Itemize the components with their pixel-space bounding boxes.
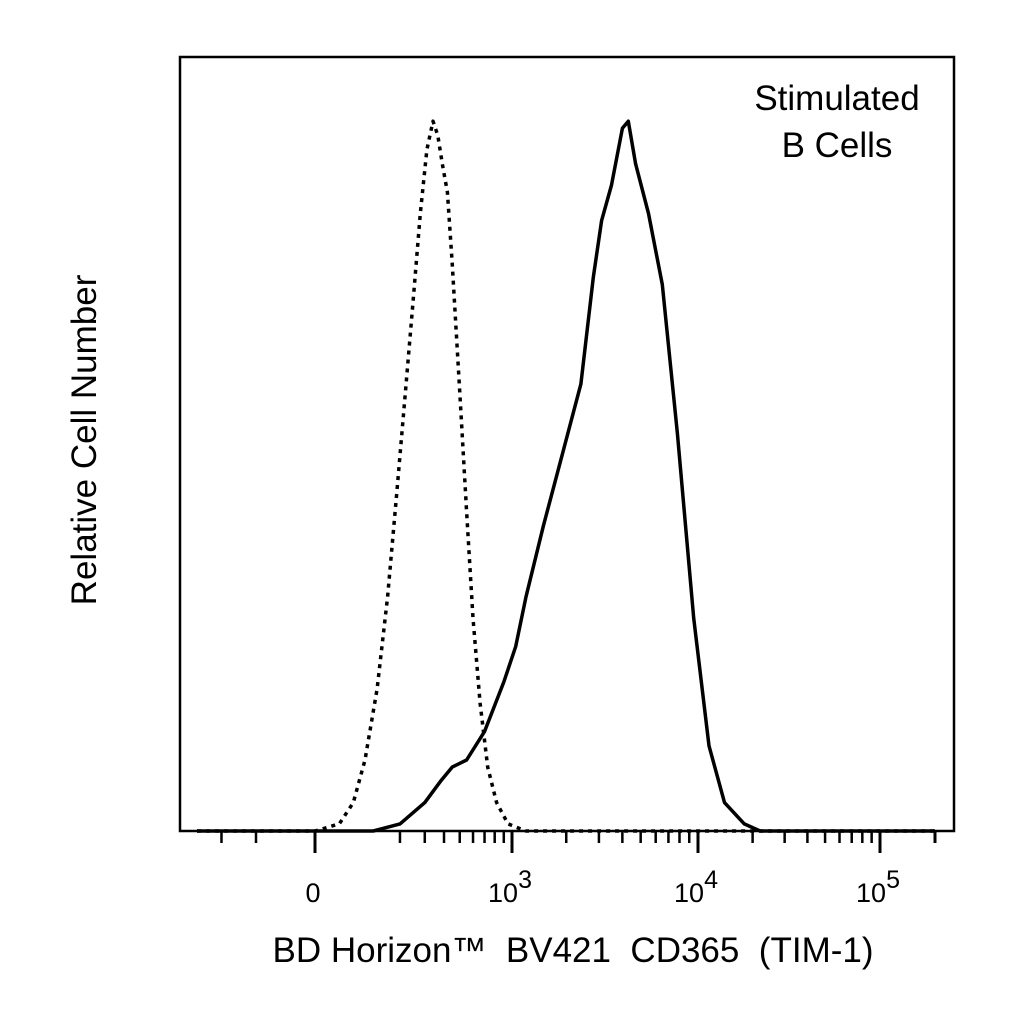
x-tick-label: 0	[305, 878, 320, 908]
minor-tick-marks	[220, 831, 937, 843]
control-histogram-line	[197, 119, 935, 833]
x-tick-labels: 0 103 104 105	[305, 866, 899, 908]
histogram-series	[197, 119, 935, 833]
x-tick-label: 105	[856, 866, 900, 908]
annotation-line-2: B Cells	[782, 126, 893, 165]
stained-histogram-line	[197, 119, 935, 833]
plot-frame	[178, 55, 956, 833]
annotation-line-1: Stimulated	[754, 79, 919, 118]
x-tick-label: 104	[674, 866, 718, 908]
major-tick-marks	[313, 831, 882, 853]
y-axis-label: Relative Cell Number	[65, 274, 104, 605]
x-axis-label: BD Horizon™ BV421 CD365 (TIM-1)	[272, 931, 873, 970]
x-tick-label: 103	[488, 866, 532, 908]
